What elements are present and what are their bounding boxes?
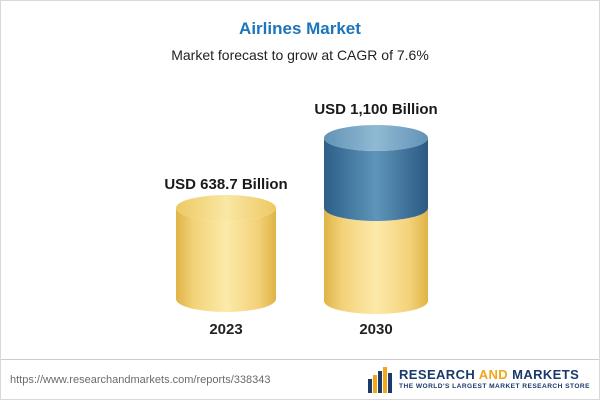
logo-word-and: AND [478, 367, 509, 383]
page-subtitle: Market forecast to grow at CAGR of 7.6% [171, 47, 429, 63]
market-chart: USD 638.7 Billion USD 1,100 Billion 2023… [164, 101, 437, 338]
bar-2023 [176, 195, 276, 312]
logo-bars-icon [368, 366, 393, 393]
logo-word-research: RESEARCH [399, 367, 476, 383]
value-label-2030: USD 1,100 Billion [314, 101, 437, 118]
bar-2030 [324, 125, 428, 314]
value-label-2023: USD 638.7 Billion [164, 176, 287, 193]
logo-wordmark: RESEARCH AND MARKETS [399, 367, 590, 383]
research-and-markets-logo: RESEARCH AND MARKETS THE WORLD'S LARGEST… [367, 366, 590, 393]
page-title: Airlines Market [239, 19, 361, 38]
logo-text: RESEARCH AND MARKETS THE WORLD'S LARGEST… [399, 367, 590, 391]
logo-word-markets: MARKETS [512, 367, 580, 383]
logo-tagline: THE WORLD'S LARGEST MARKET RESEARCH STOR… [399, 383, 590, 391]
axis-label-2023: 2023 [209, 321, 242, 338]
footer: https://www.researchandmarkets.com/repor… [1, 359, 599, 399]
report-url-link[interactable]: https://www.researchandmarkets.com/repor… [10, 373, 271, 386]
axis-label-2030: 2030 [359, 321, 392, 338]
